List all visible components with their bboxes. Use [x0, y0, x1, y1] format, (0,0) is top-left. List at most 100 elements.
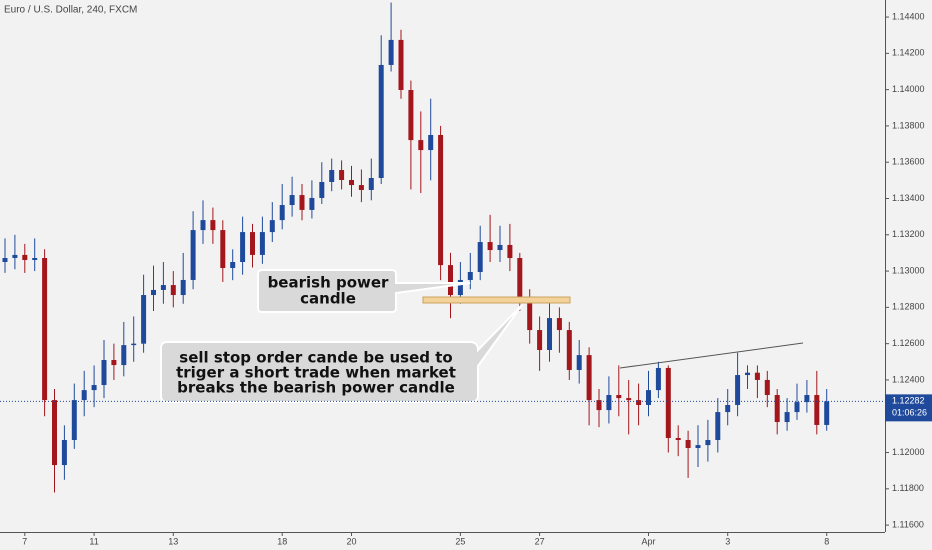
annotation-text: bearish power — [268, 274, 389, 292]
candle-body — [101, 359, 107, 386]
candle-body — [824, 401, 830, 425]
candle-body — [339, 170, 345, 180]
candle-body — [210, 220, 216, 231]
candle-body — [527, 297, 533, 331]
candle-body — [42, 258, 48, 401]
candle-body — [269, 220, 275, 233]
candle-body — [428, 134, 434, 151]
y-tick-label: 1.12600 — [892, 338, 925, 348]
candle-body — [497, 244, 503, 251]
annotation-text: breaks the bearish power candle — [177, 379, 455, 397]
candle-body — [596, 400, 602, 411]
candle-body — [121, 345, 127, 366]
annotation-text: triger a short trade when market — [176, 364, 456, 382]
candle-body — [151, 289, 156, 296]
candle-body — [547, 318, 552, 351]
y-tick-label: 1.12400 — [892, 374, 925, 384]
candle-body — [2, 258, 8, 263]
level-box — [422, 296, 571, 304]
candle-body — [22, 254, 28, 261]
candle-body — [586, 355, 592, 401]
candle-body — [814, 395, 820, 425]
candle-body — [200, 220, 206, 231]
y-tick-label: 1.14200 — [892, 48, 925, 58]
candle-body — [388, 39, 394, 65]
trend-line — [619, 342, 804, 369]
candle-body — [576, 355, 582, 370]
candle-body — [299, 195, 305, 210]
annotation-text: sell stop order cande be used to — [179, 349, 452, 367]
candle-body — [190, 230, 196, 280]
candle-body — [606, 395, 612, 411]
candle-body — [537, 330, 543, 351]
y-tick-label: 1.11800 — [892, 483, 924, 493]
candle-body — [725, 404, 731, 413]
y-tick-label: 1.13600 — [892, 157, 925, 167]
callout-box — [160, 304, 523, 403]
candle-body — [685, 440, 691, 448]
candle-body — [289, 195, 295, 206]
candle-body — [556, 318, 562, 331]
candle-body — [636, 400, 642, 405]
candle-body — [131, 343, 137, 346]
candle-body — [764, 379, 770, 396]
candle-body — [349, 179, 354, 186]
y-tick-label: 1.13400 — [892, 193, 925, 203]
candle-body — [774, 395, 780, 423]
candle-body — [329, 170, 335, 182]
y-tick-label: 1.12800 — [892, 302, 925, 312]
candle-body — [71, 400, 77, 441]
candle-body — [378, 64, 384, 178]
candle-body — [180, 279, 186, 296]
candle-body — [646, 390, 651, 405]
candle-body — [279, 205, 285, 221]
candle-body — [170, 285, 176, 296]
candle-body — [91, 385, 97, 391]
candle-body — [141, 295, 147, 344]
candle-body — [81, 390, 87, 401]
candle-body — [467, 271, 473, 280]
candle-body — [517, 258, 523, 298]
candle-body — [418, 140, 424, 151]
candle-body — [566, 330, 572, 370]
candle-body — [230, 262, 236, 268]
candle-body — [804, 395, 810, 403]
candle-body — [259, 232, 265, 255]
y-tick-label: 1.14400 — [892, 11, 925, 21]
x-tick-label: 25 — [455, 536, 465, 546]
candle-body — [319, 181, 325, 198]
x-tick-label: 18 — [277, 536, 287, 546]
candle-body — [794, 402, 800, 413]
annotation-text: candle — [300, 290, 356, 308]
candle-body — [398, 39, 404, 90]
candle-body — [705, 440, 711, 446]
candle-body — [487, 242, 493, 251]
x-tick-label: 13 — [168, 536, 178, 546]
candle-body — [111, 359, 117, 366]
candle-body — [675, 438, 681, 441]
last-price-box — [885, 394, 932, 422]
candle-body — [477, 242, 483, 272]
candle-body — [626, 398, 632, 401]
callout-box — [257, 269, 471, 313]
candle-body — [754, 372, 760, 380]
x-tick-label: 3 — [725, 536, 730, 546]
candle-body — [368, 177, 374, 190]
x-tick-label: 7 — [22, 536, 27, 546]
y-tick-label: 1.13200 — [892, 229, 925, 239]
y-tick-label: 1.13800 — [892, 120, 925, 130]
y-tick-label: 1.13000 — [892, 265, 925, 275]
candle-body — [12, 254, 18, 259]
candle-body — [240, 232, 246, 263]
x-tick-label: 8 — [824, 536, 829, 546]
chart-title: Euro / U.S. Dollar, 240, FXCM — [4, 5, 137, 16]
candle-body — [616, 395, 622, 399]
candle-body — [309, 197, 315, 210]
candles — [2, 2, 830, 493]
y-tick-label: 1.14000 — [892, 84, 925, 94]
y-tick-label: 1.12000 — [892, 447, 925, 457]
candle-body — [358, 185, 364, 190]
candle-body — [745, 372, 750, 376]
x-tick-label: 11 — [89, 536, 98, 546]
